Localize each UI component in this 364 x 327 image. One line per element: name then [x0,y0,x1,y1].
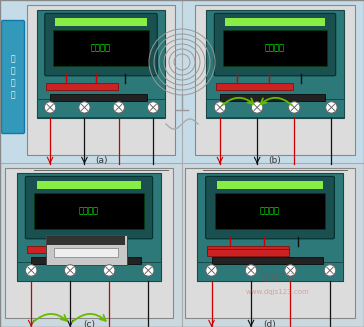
Bar [197,262,343,281]
Text: 计量芯片: 计量芯片 [265,44,285,53]
Circle shape [245,265,257,276]
Bar [46,235,127,266]
Text: 计量芯片: 计量芯片 [260,207,280,216]
Bar [216,83,293,90]
FancyBboxPatch shape [1,21,24,133]
Text: (a): (a) [95,157,107,165]
Bar [206,99,344,117]
Bar [37,181,141,189]
Bar [50,94,147,101]
Bar [220,94,325,101]
Bar [195,5,355,155]
Circle shape [326,102,337,113]
Bar [0,163,364,327]
Circle shape [214,102,226,113]
Text: 永
久
磁
场: 永 久 磁 场 [11,55,15,99]
Text: 电工技术之家: 电工技术之家 [262,273,294,283]
Bar [54,248,118,257]
Bar [207,249,289,256]
FancyBboxPatch shape [214,13,336,76]
Circle shape [285,265,296,276]
Bar [185,168,355,318]
Text: 计量芯片: 计量芯片 [79,207,99,216]
Circle shape [147,102,159,113]
Bar [197,173,343,281]
FancyBboxPatch shape [45,13,157,76]
Bar [17,262,161,281]
Circle shape [143,265,154,276]
Bar [37,9,165,117]
FancyBboxPatch shape [25,176,153,239]
Bar [211,257,323,264]
Circle shape [252,102,263,113]
Circle shape [289,102,300,113]
Bar [47,236,125,246]
Bar [207,246,289,253]
Bar [27,5,175,155]
Text: www.dqjs123.com: www.dqjs123.com [246,289,310,295]
Bar [225,18,325,26]
Bar [215,193,325,229]
Bar [53,30,149,66]
Bar [223,30,327,66]
Text: (d): (d) [264,319,276,327]
Bar [27,246,108,253]
Circle shape [103,265,115,276]
Bar [0,0,364,163]
Circle shape [25,265,37,276]
Text: (b): (b) [269,157,281,165]
Bar [46,83,118,90]
Circle shape [44,102,56,113]
Bar [55,18,147,26]
Circle shape [324,265,336,276]
Bar [5,168,173,318]
Bar [206,9,344,117]
Text: (c): (c) [83,319,95,327]
Bar [31,257,141,264]
Text: 计量芯片: 计量芯片 [91,44,111,53]
Circle shape [64,265,76,276]
Circle shape [206,265,217,276]
Bar [17,173,161,281]
Bar [217,181,323,189]
Circle shape [79,102,90,113]
Circle shape [113,102,124,113]
FancyBboxPatch shape [206,176,335,239]
Bar [34,193,144,229]
Bar [37,99,165,117]
